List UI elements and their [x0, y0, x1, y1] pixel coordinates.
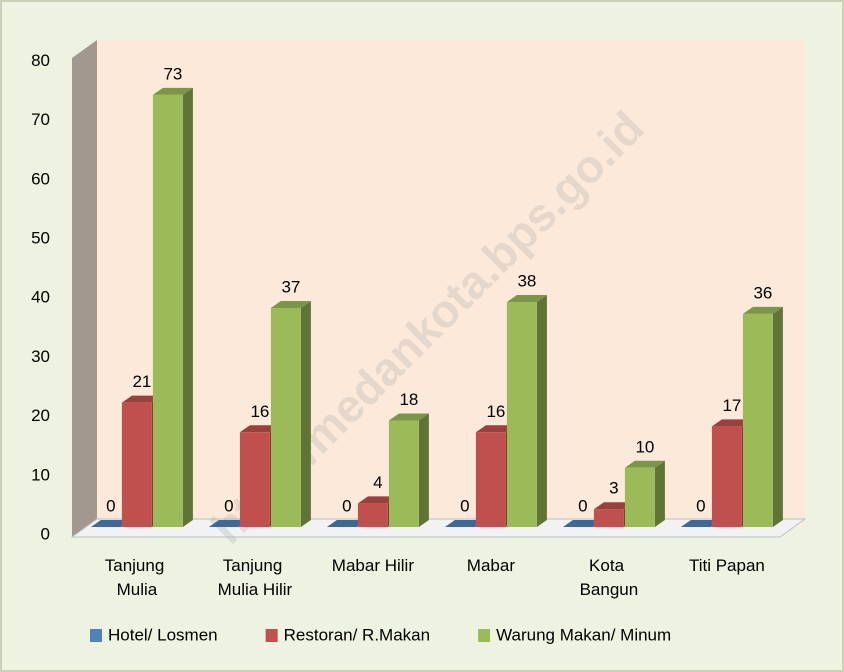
bar-top	[506, 295, 547, 303]
bar	[152, 94, 183, 527]
y-tick-label: 40	[31, 288, 50, 307]
bar-top	[270, 300, 311, 308]
data-label: 0	[342, 496, 351, 515]
y-tick-label: 0	[41, 524, 50, 543]
bar-top	[90, 520, 131, 527]
data-label: 3	[609, 479, 618, 498]
bar-top	[680, 520, 721, 527]
data-label: 21	[132, 372, 151, 391]
bar-top	[326, 520, 367, 527]
bar	[270, 307, 301, 527]
bar-top	[388, 413, 429, 421]
data-label: 17	[722, 396, 741, 415]
data-label: 37	[281, 277, 300, 296]
side-wall	[72, 40, 97, 537]
bar	[742, 313, 773, 527]
bar-top	[562, 520, 603, 527]
bar	[475, 432, 506, 527]
legend-marker	[90, 629, 102, 642]
data-label: 16	[486, 402, 505, 421]
bar-side	[418, 413, 429, 527]
data-label: 38	[517, 272, 536, 291]
bar-top	[711, 419, 752, 427]
bar	[239, 432, 270, 527]
legend-marker	[265, 629, 278, 642]
legend-label: Hotel/ Losmen	[108, 625, 218, 644]
data-label: 16	[250, 402, 269, 421]
bar-top	[444, 520, 485, 527]
legend-marker	[478, 629, 491, 642]
bar-top	[121, 395, 162, 403]
bar	[121, 402, 152, 527]
bar-top	[475, 425, 516, 433]
bar	[711, 426, 742, 527]
bar-top	[208, 520, 249, 527]
x-tick-label: Mabar	[467, 556, 516, 575]
x-tick-label: Mabar Hilir	[332, 556, 415, 575]
bar	[388, 420, 419, 527]
bar	[506, 302, 537, 527]
bar-side	[182, 87, 193, 527]
bar-side	[300, 300, 311, 527]
bar-top	[624, 460, 665, 468]
bar-top	[152, 87, 193, 95]
y-tick-label: 10	[31, 465, 50, 484]
data-label: 36	[753, 283, 772, 302]
bar	[593, 509, 624, 527]
bar-side	[536, 295, 547, 527]
y-tick-label: 80	[31, 51, 50, 70]
data-label: 18	[399, 390, 418, 409]
data-label: 73	[163, 64, 182, 83]
x-tick-label: Tanjung Mulia Hilir	[218, 556, 293, 599]
y-tick-label: 50	[31, 228, 50, 247]
bar-side	[772, 306, 783, 527]
bar	[357, 503, 388, 527]
data-label: 4	[373, 473, 382, 492]
x-tick-label: Kota Bangun	[580, 556, 639, 599]
bar-side	[654, 460, 665, 527]
data-label: 0	[696, 496, 705, 515]
y-tick-label: 30	[31, 347, 50, 366]
data-label: 0	[106, 496, 115, 515]
y-tick-label: 20	[31, 406, 50, 425]
bar-top	[593, 502, 634, 510]
y-tick-label: 60	[31, 169, 50, 188]
bar-top	[742, 306, 783, 314]
legend-label: Warung Makan/ Minum	[496, 625, 671, 644]
data-label: 0	[460, 496, 469, 515]
bar	[624, 467, 655, 527]
bar-top	[239, 425, 280, 433]
y-tick-label: 70	[31, 110, 50, 129]
data-label: 0	[224, 496, 233, 515]
x-tick-label: Titi Papan	[689, 556, 765, 575]
legend-label: Restoran/ R.Makan	[284, 625, 430, 644]
x-tick-label: Tanjung Mulia	[105, 556, 169, 599]
data-label: 10	[635, 437, 654, 456]
data-label: 0	[578, 496, 587, 515]
bar-top	[357, 496, 398, 504]
